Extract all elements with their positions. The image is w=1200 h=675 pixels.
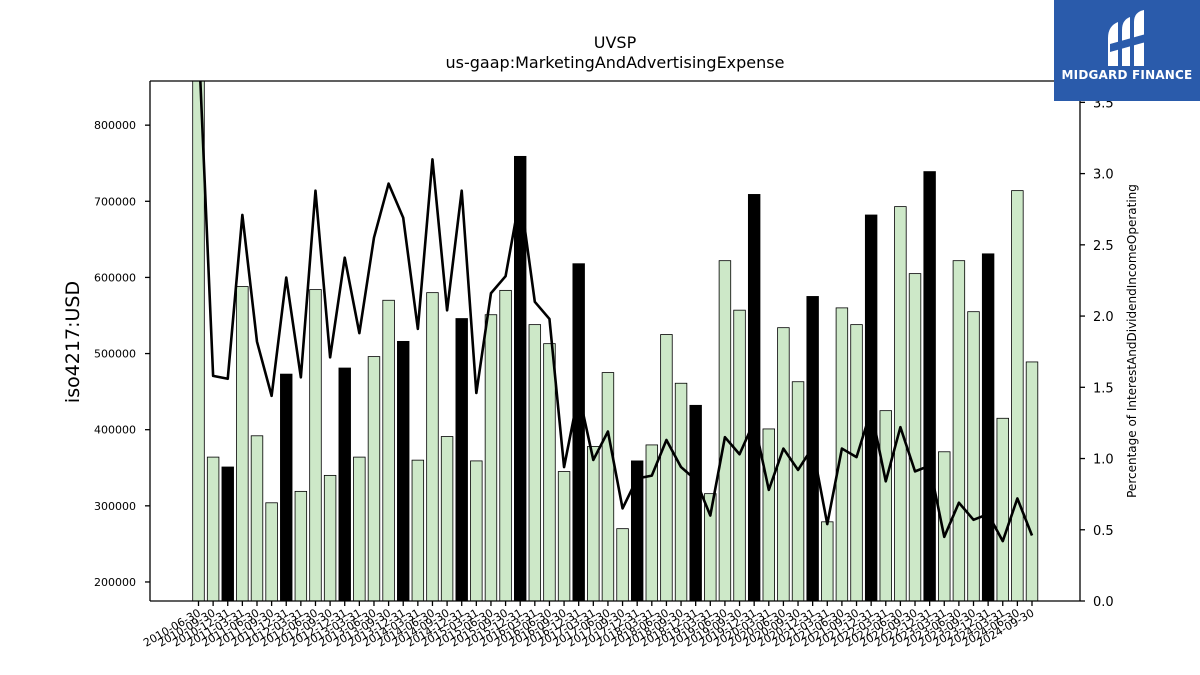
bar-2013-09-30 [382,299,395,602]
bar-2016-09-30 [557,471,571,602]
chart-subtitle: us-gaap:MarketingAndAdvertisingExpense [446,53,785,72]
bar-2013-03-31 [353,456,366,602]
bar-2011-06-30 [250,435,264,602]
bar-2010-09-30 [206,456,220,602]
bar-2021-12-31 [864,214,878,602]
bar-2022-12-31 [923,171,936,602]
bar-2018-12-31 [689,404,702,602]
bar-2022-09-30 [908,273,922,602]
bar-2021-09-30 [850,324,863,602]
bar-2015-09-30 [499,289,512,602]
bar-2017-09-30 [616,528,629,602]
y-tick-label: 800000 [94,119,136,132]
bar-2011-09-30 [265,502,278,602]
bars-group [192,80,1039,602]
axes-group: 200000 300000 400000 500000 600000 700000 8000… [94,80,1114,650]
bar-2013-12-31 [397,340,410,602]
y2-tick-label: 1.5 [1093,381,1114,396]
bar-2017-06-30 [601,372,615,602]
bar-2020-09-30 [791,381,805,602]
y-tick-label: 200000 [94,576,136,589]
y-tick-label: 700000 [94,195,136,208]
bar-2024-06-30 [1011,190,1024,602]
bar-2016-06-30 [543,343,556,602]
bar-2012-09-30 [323,474,337,602]
bar-2024-09-30 [1025,361,1039,602]
bar-2023-06-30 [952,260,966,602]
bar-2022-03-31 [879,410,892,602]
bar-2015-06-30 [484,314,498,602]
bar-2014-12-31 [455,318,468,602]
bar-2014-03-31 [411,459,425,602]
bar-2023-09-30 [967,311,980,602]
y-tick-label: 600000 [94,271,136,284]
bar-2020-03-31 [762,428,775,602]
bar-2019-12-31 [747,194,761,602]
bar-2021-03-31 [821,521,834,602]
bar-2018-09-30 [674,382,688,602]
bar-2020-06-30 [777,327,790,602]
bar-2012-06-30 [309,289,322,602]
bar-2012-03-31 [294,490,308,602]
brand-name: MIDGARD FINANCE [1061,68,1193,82]
bar-2019-09-30 [733,309,746,602]
brand-logo: MIDGARD FINANCE [1054,0,1200,101]
logo-mark-icon [1108,10,1146,66]
y-axis-label: iso4217:USD [62,281,84,403]
y2-tick-label: 2.5 [1093,239,1114,254]
y-tick-label: 400000 [94,424,136,437]
chart-title: UVSP [594,33,637,52]
y-tick-label: 300000 [94,500,136,513]
y2-tick-label: 0.0 [1093,595,1114,610]
bar-2022-06-30 [894,206,907,602]
y2-tick-label: 1.0 [1093,453,1114,468]
bar-2017-12-31 [630,460,644,602]
bar-2023-12-31 [981,253,995,602]
y2-tick-label: 0.5 [1093,524,1114,539]
bar-2017-03-31 [587,446,600,602]
bar-2014-09-30 [440,436,454,602]
bar-2015-03-31 [470,460,483,602]
y2-axis-label: Percentage of InterestAndDividendIncomeO… [1125,184,1139,498]
y2-tick-label: 2.0 [1093,310,1114,325]
bar-2012-12-31 [338,367,351,602]
bar-2011-12-31 [280,373,293,602]
bar-2013-06-30 [367,356,381,602]
bar-2011-03-31 [236,286,249,602]
y-tick-label: 500000 [94,348,136,361]
bar-2024-03-31 [996,417,1009,602]
bar-2018-06-30 [660,334,673,602]
bar-2016-12-31 [572,263,585,602]
ratio-line [199,81,1034,543]
bar-2016-03-31 [528,324,542,602]
bar-2019-06-30 [718,260,732,602]
bar-2010-12-31 [221,466,234,602]
bar-2014-06-30 [426,292,439,602]
line-group [199,81,1034,543]
y2-tick-label: 3.0 [1093,168,1114,183]
